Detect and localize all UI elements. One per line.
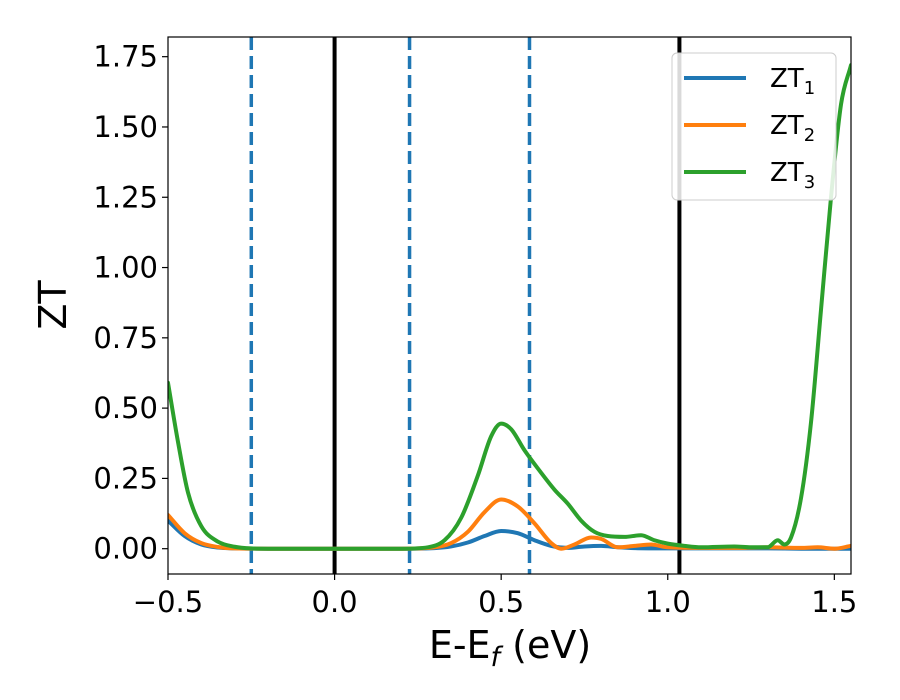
series-lines [168,63,851,551]
series-line-zt1 [168,518,851,551]
x-tick-label: −0.5 [133,585,203,619]
reference-lines [249,37,682,574]
legend-label-zt3: ZT3 [770,158,815,193]
series-line-zt2 [168,497,851,551]
x-tick-label: 1.0 [645,585,691,619]
y-tick-label: 0.75 [93,321,158,355]
y-axis-label: ZT [31,280,75,330]
x-tick-label: 0.0 [312,585,358,619]
y-tick-label: 0.25 [93,461,158,495]
legend-label-zt2: ZT2 [770,111,815,146]
y-tick-label: 0.00 [93,532,158,566]
y-tick-label: 1.75 [93,40,158,74]
x-axis-ticks: −0.5 0.0 0.5 1.0 1.5 [133,574,857,619]
x-tick-label: 1.5 [811,585,857,619]
plot-frame [167,36,852,575]
legend-label-zt1: ZT1 [770,64,815,99]
y-axis-ticks: 0.00 0.25 0.50 0.75 1.00 1.25 1.50 1.75 [93,40,168,566]
legend-box [671,52,837,201]
y-tick-label: 1.25 [93,180,158,214]
y-tick-label: 0.50 [93,391,158,425]
y-tick-label: 1.50 [93,110,158,144]
y-tick-label: 1.00 [93,251,158,285]
x-axis-label: E-Ef (eV) [429,623,591,673]
series-line-zt3 [168,63,851,551]
legend: ZT1 ZT2 ZT3 [671,52,837,201]
x-tick-label: 0.5 [478,585,524,619]
